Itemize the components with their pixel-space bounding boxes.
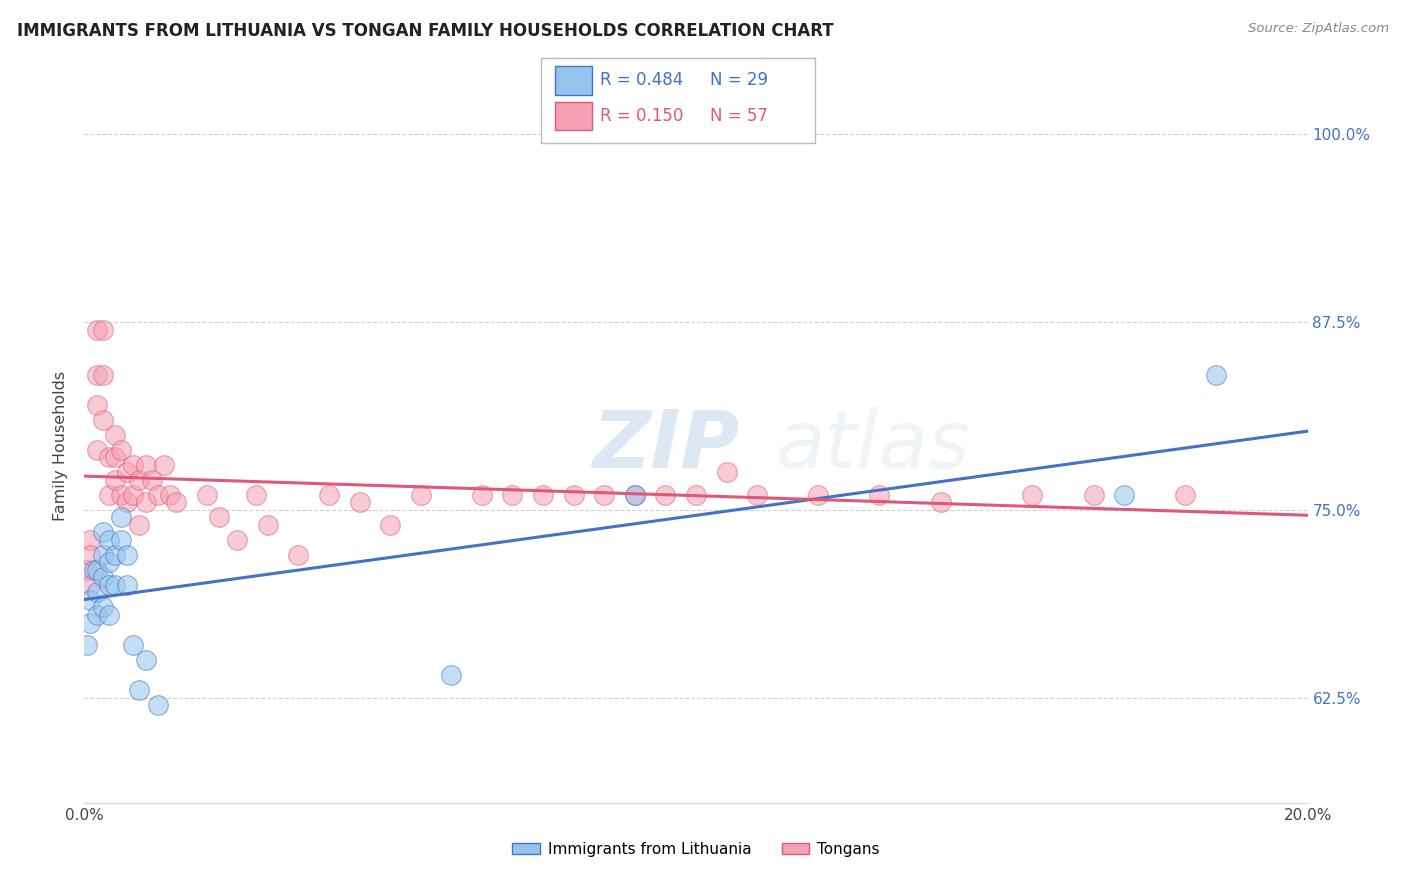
Point bbox=[1021, 488, 1043, 502]
Point bbox=[86, 398, 108, 412]
Point bbox=[471, 488, 494, 502]
Point bbox=[83, 563, 105, 577]
Point bbox=[91, 548, 114, 562]
Point bbox=[159, 488, 181, 502]
Text: N = 57: N = 57 bbox=[710, 107, 768, 125]
Point bbox=[86, 442, 108, 457]
Point bbox=[593, 488, 616, 502]
Point bbox=[86, 585, 108, 599]
Point bbox=[1114, 488, 1136, 502]
Point bbox=[110, 488, 132, 502]
Point bbox=[128, 473, 150, 487]
Point bbox=[807, 488, 830, 502]
Point bbox=[287, 548, 309, 562]
Point bbox=[409, 488, 432, 502]
Point bbox=[135, 495, 157, 509]
Point bbox=[91, 570, 114, 584]
Point bbox=[141, 473, 163, 487]
Point bbox=[135, 653, 157, 667]
Point bbox=[86, 322, 108, 336]
Point bbox=[115, 578, 138, 592]
Point bbox=[122, 488, 145, 502]
Point bbox=[929, 495, 952, 509]
Point bbox=[104, 427, 127, 442]
Point bbox=[716, 465, 738, 479]
Point bbox=[380, 517, 402, 532]
Text: IMMIGRANTS FROM LITHUANIA VS TONGAN FAMILY HOUSEHOLDS CORRELATION CHART: IMMIGRANTS FROM LITHUANIA VS TONGAN FAMI… bbox=[17, 22, 834, 40]
Text: R = 0.150: R = 0.150 bbox=[600, 107, 683, 125]
Point bbox=[110, 533, 132, 547]
Point bbox=[122, 458, 145, 472]
Point bbox=[1083, 488, 1105, 502]
Point bbox=[104, 473, 127, 487]
Point bbox=[104, 450, 127, 465]
Point bbox=[135, 458, 157, 472]
Point bbox=[1205, 368, 1227, 382]
Point bbox=[318, 488, 340, 502]
Point bbox=[91, 322, 114, 336]
Point bbox=[97, 533, 120, 547]
Point bbox=[685, 488, 707, 502]
Point bbox=[97, 488, 120, 502]
Point bbox=[97, 578, 120, 592]
Point bbox=[502, 488, 524, 502]
Point bbox=[1174, 488, 1197, 502]
Point bbox=[257, 517, 280, 532]
Point bbox=[153, 458, 176, 472]
Point bbox=[97, 450, 120, 465]
Point bbox=[79, 533, 101, 547]
Point bbox=[531, 488, 554, 502]
Point bbox=[91, 600, 114, 615]
Text: atlas: atlas bbox=[776, 407, 970, 485]
Point bbox=[91, 413, 114, 427]
Text: N = 29: N = 29 bbox=[710, 71, 768, 89]
Point bbox=[624, 488, 647, 502]
Y-axis label: Family Households: Family Households bbox=[53, 371, 69, 521]
Point bbox=[624, 488, 647, 502]
Point bbox=[76, 638, 98, 652]
Legend: Immigrants from Lithuania, Tongans: Immigrants from Lithuania, Tongans bbox=[506, 836, 886, 863]
Point bbox=[146, 698, 169, 713]
Point bbox=[128, 517, 150, 532]
Point bbox=[195, 488, 218, 502]
Point bbox=[86, 563, 108, 577]
Point bbox=[79, 578, 101, 592]
Point bbox=[91, 368, 114, 382]
Point bbox=[86, 607, 108, 622]
Point bbox=[115, 465, 138, 479]
Point bbox=[226, 533, 249, 547]
Point bbox=[110, 442, 132, 457]
Point bbox=[122, 638, 145, 652]
Point bbox=[349, 495, 371, 509]
Point bbox=[747, 488, 769, 502]
Point bbox=[97, 556, 120, 570]
Point bbox=[79, 548, 101, 562]
Point bbox=[869, 488, 891, 502]
Point bbox=[86, 368, 108, 382]
Point bbox=[654, 488, 676, 502]
Point bbox=[208, 510, 231, 524]
Text: Source: ZipAtlas.com: Source: ZipAtlas.com bbox=[1249, 22, 1389, 36]
Point bbox=[79, 593, 101, 607]
Point bbox=[91, 525, 114, 540]
Point bbox=[128, 683, 150, 698]
Point bbox=[115, 548, 138, 562]
Point bbox=[245, 488, 267, 502]
Point bbox=[146, 488, 169, 502]
Point bbox=[165, 495, 187, 509]
Point bbox=[79, 615, 101, 630]
Point bbox=[104, 548, 127, 562]
Point bbox=[76, 563, 98, 577]
Point bbox=[97, 607, 120, 622]
Point bbox=[440, 668, 463, 682]
Point bbox=[562, 488, 585, 502]
Text: ZIP: ZIP bbox=[592, 407, 740, 485]
Point bbox=[115, 495, 138, 509]
Text: R = 0.484: R = 0.484 bbox=[600, 71, 683, 89]
Point bbox=[104, 578, 127, 592]
Point bbox=[110, 510, 132, 524]
